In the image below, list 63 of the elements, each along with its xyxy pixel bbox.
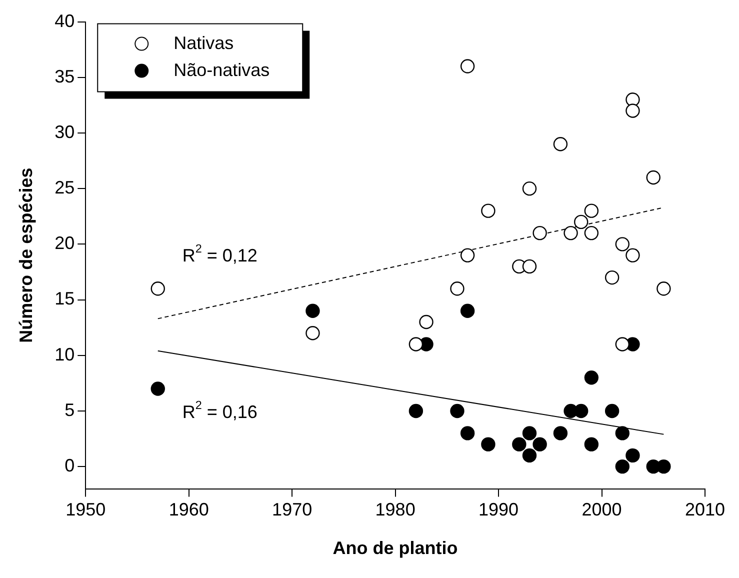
y-tick-label: 30 — [54, 122, 75, 142]
x-tick-label: 1990 — [478, 500, 519, 520]
point — [306, 304, 320, 318]
y-tick-label: 5 — [64, 400, 75, 420]
point — [532, 226, 547, 240]
point — [615, 337, 630, 352]
point — [646, 170, 660, 185]
x-tick-label: 1950 — [66, 500, 106, 520]
y-axis-title: Número de espécies — [16, 168, 36, 343]
point — [481, 204, 496, 218]
point — [574, 404, 588, 418]
x-tick-label: 1970 — [272, 500, 312, 520]
x-tick-label: 1980 — [375, 500, 416, 520]
legend-label: Não-nativas — [174, 60, 270, 80]
y-tick-label: 15 — [54, 288, 75, 309]
point — [150, 282, 165, 296]
point — [150, 382, 165, 396]
point — [615, 237, 630, 252]
point — [522, 426, 537, 440]
point — [626, 248, 640, 262]
point — [450, 282, 464, 296]
x-tick-label: 2010 — [684, 500, 725, 520]
point — [564, 226, 578, 240]
point — [584, 437, 599, 452]
point — [553, 426, 568, 440]
point — [626, 104, 640, 118]
point — [626, 448, 640, 463]
point — [656, 282, 671, 296]
point — [584, 370, 599, 385]
y-tick-label: 10 — [54, 344, 75, 364]
point — [615, 426, 630, 440]
point — [460, 426, 475, 440]
point — [574, 214, 588, 230]
point — [522, 181, 537, 196]
x-tick-label: 2000 — [582, 500, 622, 520]
point — [450, 404, 464, 418]
y-tick-label: 25 — [54, 178, 75, 198]
point — [615, 459, 630, 474]
y-tick-label: 40 — [54, 10, 75, 31]
point — [604, 270, 620, 285]
point — [584, 204, 599, 218]
point — [656, 459, 671, 474]
point — [419, 314, 434, 330]
x-tick-label: 1960 — [168, 500, 209, 520]
point — [584, 226, 599, 240]
point — [512, 437, 526, 452]
y-tick-label: 0 — [64, 456, 75, 476]
point — [532, 437, 547, 452]
point — [553, 137, 568, 152]
y-tick-label: 35 — [54, 66, 75, 86]
point — [306, 326, 320, 340]
point — [460, 304, 475, 318]
point — [408, 404, 424, 418]
point — [481, 437, 496, 452]
point — [604, 404, 620, 418]
legend-label: Nativas — [174, 32, 234, 53]
x-axis-title: Ano de plantio — [332, 538, 458, 558]
point — [408, 337, 424, 352]
point — [460, 248, 475, 262]
point — [460, 59, 475, 74]
y-tick-label: 20 — [54, 233, 75, 254]
point — [522, 448, 537, 463]
point — [522, 259, 537, 274]
